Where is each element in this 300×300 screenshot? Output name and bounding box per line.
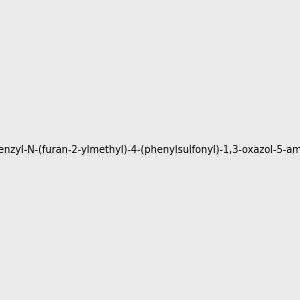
Text: 2-benzyl-N-(furan-2-ylmethyl)-4-(phenylsulfonyl)-1,3-oxazol-5-amine: 2-benzyl-N-(furan-2-ylmethyl)-4-(phenyls… — [0, 145, 300, 155]
